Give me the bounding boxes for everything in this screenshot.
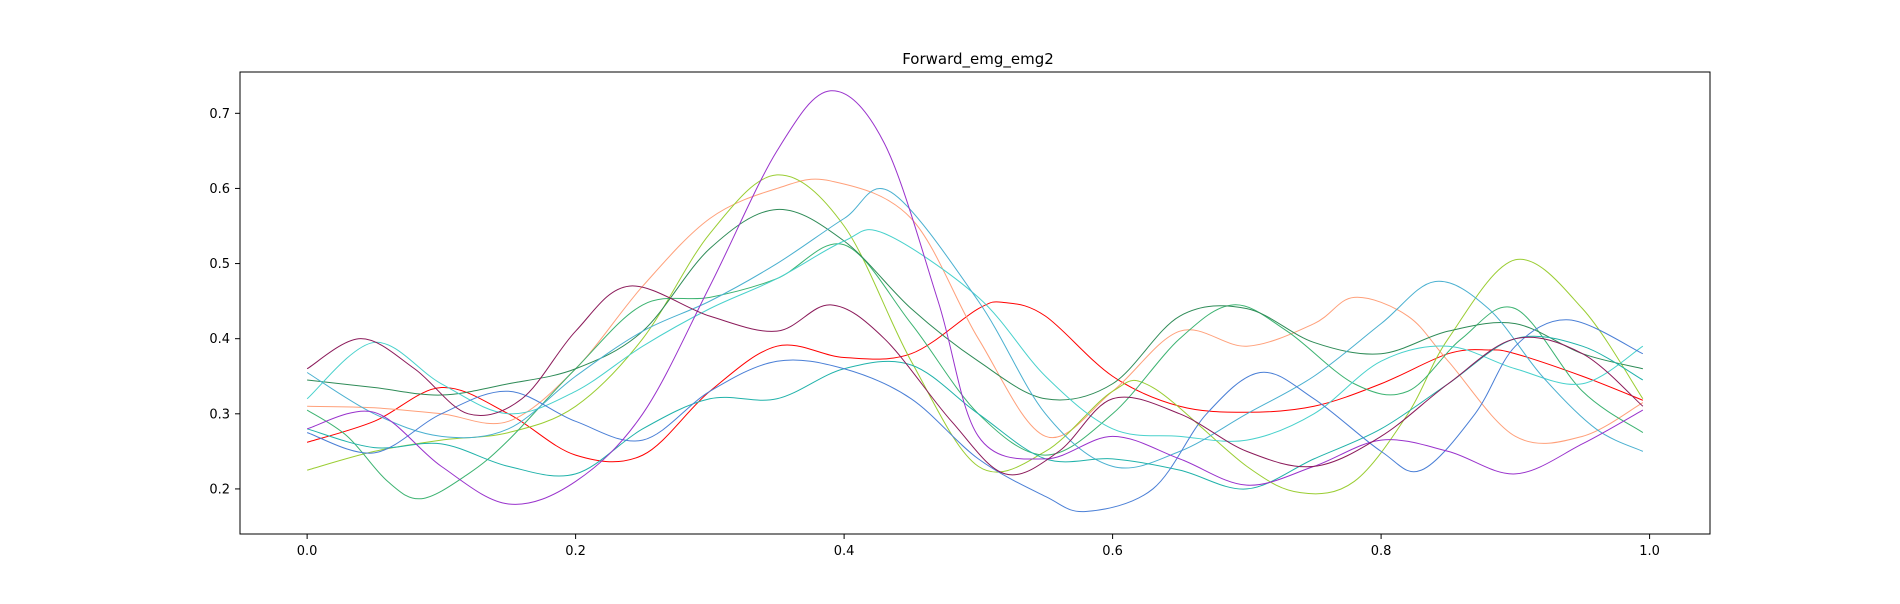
series-layer [306,90,1644,513]
series-line-3 [306,174,1644,495]
plot-frame [239,71,1711,535]
series-line-7 [306,188,1644,469]
x-axis: 0.0 0.2 0.4 0.6 0.8 1.0 [297,534,1660,559]
x-tick-label: 0.6 [1102,544,1123,559]
y-tick-label: 0.2 [209,482,230,497]
x-tick-label: 0.0 [297,544,318,559]
x-tick-label: 0.4 [834,544,855,559]
chart-title: Forward_emg_emg2 [902,50,1054,69]
series-line-6 [306,229,1644,442]
y-tick-label: 0.3 [209,407,230,422]
series-line-10 [306,90,1644,505]
y-axis: 0.2 0.3 0.4 0.5 0.6 0.7 [209,107,240,497]
series-line-5 [307,208,1644,401]
y-tick-label: 0.5 [209,257,230,272]
y-tick-label: 0.4 [209,332,230,347]
series-line-4 [306,243,1644,500]
x-tick-label: 1.0 [1639,544,1660,559]
series-line-9 [306,319,1644,513]
series-line-8 [306,335,1644,490]
y-tick-label: 0.6 [209,182,230,197]
x-tick-label: 0.8 [1371,544,1392,559]
series-line-2 [307,178,1644,444]
x-tick-label: 0.2 [565,544,586,559]
y-tick-label: 0.7 [209,107,230,122]
series-line-11 [306,285,1644,476]
series-line-1 [306,301,1644,463]
